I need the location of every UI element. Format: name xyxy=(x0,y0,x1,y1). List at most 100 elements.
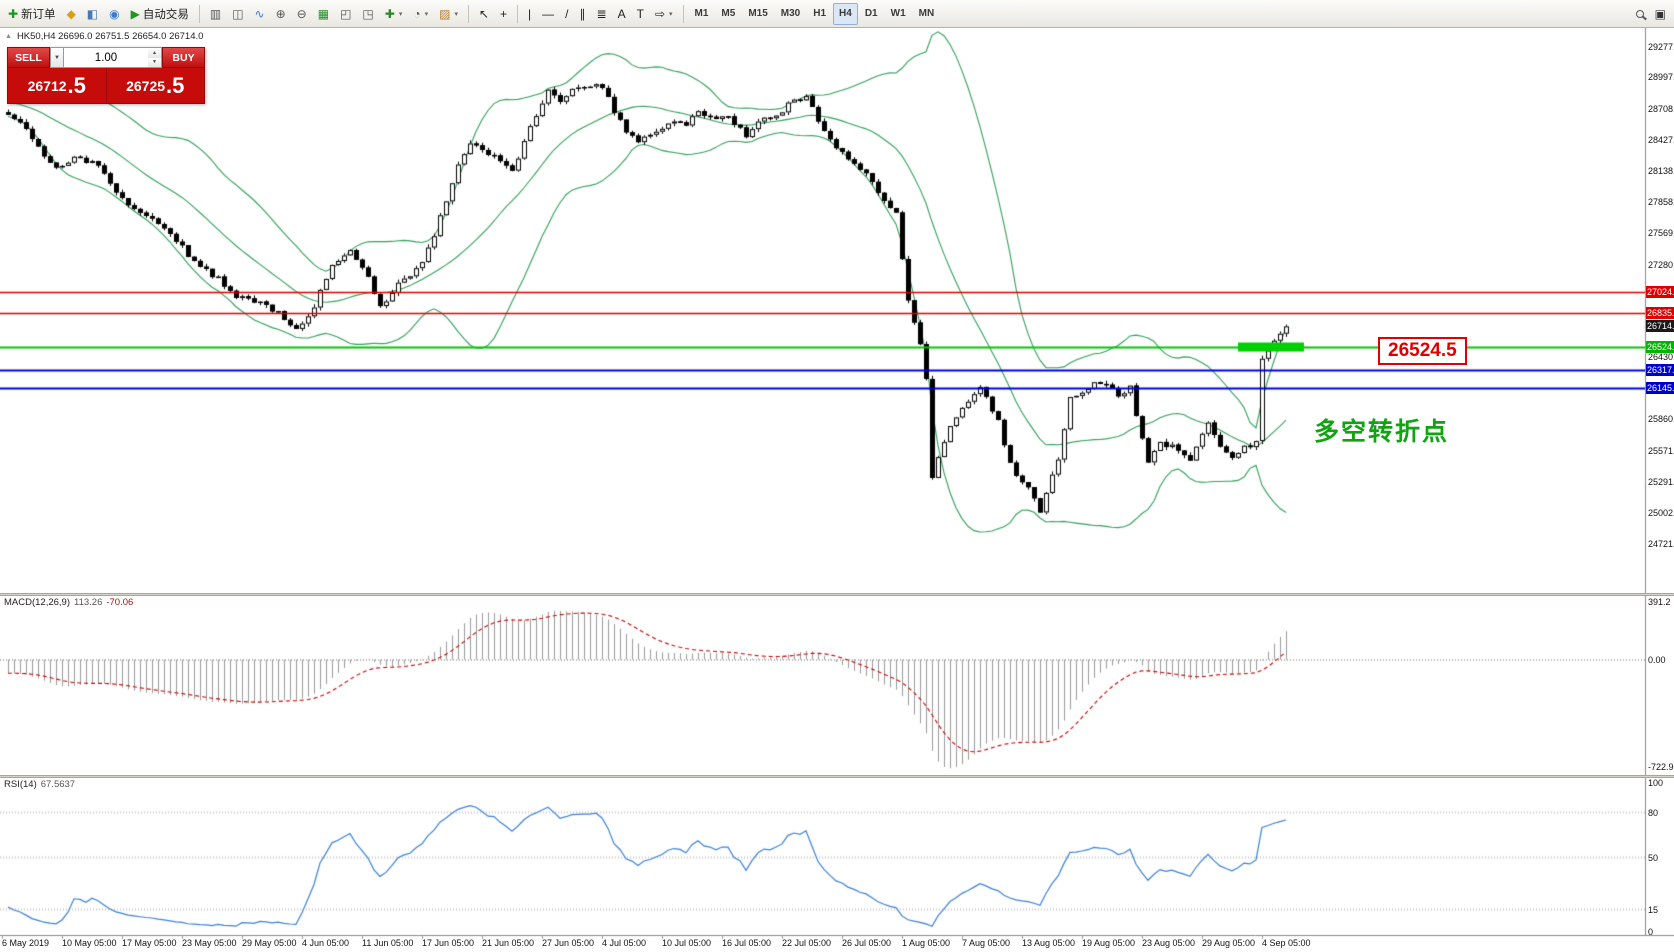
rsi-axis-label: 50 xyxy=(1648,852,1659,863)
time-axis-label: 10 Jul 05:00 xyxy=(662,938,712,948)
time-axis-label: 13 Aug 05:00 xyxy=(1022,938,1076,948)
templates-button-glyph: ▨ xyxy=(439,6,451,21)
timeframe-m15-button-glyph: M15 xyxy=(748,8,768,19)
new-order-button-glyph: ✚ xyxy=(8,6,19,21)
crosshair-button-glyph: + xyxy=(500,6,508,21)
crosshair-button[interactable]: + xyxy=(495,3,512,25)
volume-input[interactable] xyxy=(64,47,148,68)
price-axis-label: 28427.5 xyxy=(1648,134,1674,145)
toolbar-separator xyxy=(467,4,469,23)
timeframe-m15-button[interactable]: M15 xyxy=(742,3,773,25)
time-axis-label: 22 Jul 05:00 xyxy=(782,938,832,948)
sell-button[interactable]: SELL xyxy=(7,47,50,68)
volume-up-button[interactable]: ▲ xyxy=(148,48,161,58)
cascade-windows-button[interactable]: ◳ xyxy=(357,3,378,25)
rsi-axis-label: 15 xyxy=(1648,904,1659,915)
indicators-button[interactable]: ✚ ▾ xyxy=(380,3,408,25)
price-chart-canvas[interactable] xyxy=(0,28,1674,952)
window-list-button[interactable]: ▣ xyxy=(1650,3,1671,25)
price-tag: 26714.0 xyxy=(1646,320,1674,333)
macd-main-value: 113.26 xyxy=(74,597,103,608)
volume-spinner: ▲ ▼ xyxy=(148,47,162,68)
timeframe-m1-button[interactable]: M1 xyxy=(689,3,715,25)
time-axis-label: 4 Jun 05:00 xyxy=(302,938,350,948)
zoom-in-button-glyph: ⊕ xyxy=(275,6,286,21)
horizontal-line-button[interactable]: — xyxy=(537,3,559,25)
price-tag: 26317.5 xyxy=(1646,363,1674,376)
macd-panel-separator[interactable] xyxy=(0,593,1674,596)
equidistant-channel-button[interactable]: ∥ xyxy=(575,3,591,25)
grid-button[interactable]: ▦ xyxy=(313,3,334,25)
collapse-panel-icon[interactable]: ▲ xyxy=(5,33,12,40)
timeframe-h1-button[interactable]: H1 xyxy=(807,3,832,25)
timeframe-m1-button-glyph: M1 xyxy=(694,8,709,19)
price-axis-label: 25571.5 xyxy=(1648,445,1674,456)
text-label-button-glyph: T xyxy=(636,6,644,21)
time-axis-label: 6 May 2019 xyxy=(2,938,50,948)
periods-button-glyph: ◔ xyxy=(413,6,421,21)
auto-trading-button-label: 自动交易 xyxy=(142,8,189,21)
grid-button-glyph: ▦ xyxy=(317,6,330,21)
timeframe-m5-button[interactable]: M5 xyxy=(715,3,741,25)
buy-button[interactable]: BUY xyxy=(162,47,205,68)
time-axis-label: 23 Aug 05:00 xyxy=(1142,938,1196,948)
price-axis-label: 28997.0 xyxy=(1648,72,1674,83)
rsi-panel-separator[interactable] xyxy=(0,775,1674,778)
arrows-button[interactable]: ⇨ ▾ xyxy=(650,3,678,25)
text-label-button[interactable]: T xyxy=(632,3,649,25)
sell-price-display[interactable]: 26712.5 xyxy=(8,68,107,103)
timeframe-mn-button-glyph: MN xyxy=(918,8,935,19)
price-axis-label: 24721.5 xyxy=(1648,538,1674,549)
price-callout-label[interactable]: 26524.5 xyxy=(1378,337,1467,365)
data-window-button[interactable]: ◧ xyxy=(82,3,103,25)
periods-button[interactable]: ◔ ▾ xyxy=(408,3,433,25)
price-axis-label: 28138.5 xyxy=(1648,166,1674,177)
timeframe-h4-button[interactable]: H4 xyxy=(833,2,858,25)
tile-windows-button[interactable]: ◰ xyxy=(335,3,356,25)
rsi-name: RSI(14) xyxy=(4,779,37,790)
cursor-button[interactable]: ↖ xyxy=(474,3,494,25)
buy-price-pip: .5 xyxy=(166,72,185,98)
time-axis-label: 4 Sep 05:00 xyxy=(1262,938,1311,948)
time-axis-label: 29 Aug 05:00 xyxy=(1202,938,1256,948)
line-chart-button[interactable]: ∿ xyxy=(250,3,270,25)
trendline-button[interactable]: / xyxy=(560,3,573,25)
time-axis-label: 29 May 05:00 xyxy=(242,938,297,948)
buy-price-display[interactable]: 26725.5 xyxy=(107,68,205,103)
zoom-in-button[interactable]: ⊕ xyxy=(271,3,291,25)
fibonacci-button[interactable]: ≣ xyxy=(592,3,612,25)
cursor-button-glyph: ↖ xyxy=(478,6,490,21)
auto-trading-button[interactable]: ▶ 自动交易 xyxy=(126,3,194,25)
rsi-label: RSI(14) 67.5637 xyxy=(4,779,75,790)
timeframe-d1-button[interactable]: D1 xyxy=(859,3,884,25)
strategy-tester-button-glyph: ◉ xyxy=(109,6,120,21)
time-axis-label: 21 Jun 05:00 xyxy=(482,938,535,948)
volume-down-button[interactable]: ▼ xyxy=(148,57,161,67)
time-axis-label: 7 Aug 05:00 xyxy=(962,938,1011,948)
bar-chart-button[interactable]: ▥ xyxy=(205,3,226,25)
timeframe-mn-button[interactable]: MN xyxy=(913,3,941,25)
volume-dropdown-button[interactable]: ▼ xyxy=(50,47,64,68)
zoom-out-button[interactable]: ⊖ xyxy=(292,3,312,25)
templates-button[interactable]: ▨ ▾ xyxy=(434,3,463,25)
strategy-tester-button[interactable]: ◉ xyxy=(104,3,124,25)
equidistant-channel-button-glyph: ∥ xyxy=(579,6,586,21)
time-axis-label: 23 May 05:00 xyxy=(182,938,237,948)
market-watch-button[interactable]: ◆ xyxy=(62,3,81,25)
timeframe-w1-button[interactable]: W1 xyxy=(885,3,912,25)
text-button[interactable]: A xyxy=(613,3,631,25)
trendline-button-glyph: / xyxy=(565,6,569,21)
timeframe-w1-button-glyph: W1 xyxy=(890,8,906,19)
turning-point-annotation[interactable]: 多空转折点 xyxy=(1314,418,1450,446)
new-order-button[interactable]: ✚ 新订单 xyxy=(3,3,61,25)
vertical-line-button[interactable]: | xyxy=(523,3,536,25)
timeframe-m30-button-glyph: M30 xyxy=(780,8,801,19)
timeframe-m30-button[interactable]: M30 xyxy=(775,3,806,25)
price-axis[interactable]: 29277.5 28997.0 28708.0 28427.5 28138.5 27858… xyxy=(1646,28,1674,952)
macd-signal-value: -70.06 xyxy=(106,597,134,608)
search-button[interactable] xyxy=(1631,3,1649,25)
trade-panel-controls: SELL ▼ ▲ ▼ BUY xyxy=(7,47,205,68)
time-axis[interactable]: 6 May 2019 10 May 05:00 17 May 05:00 23 May… xyxy=(0,937,1646,951)
candlestick-chart-button[interactable]: ◫ xyxy=(227,3,248,25)
